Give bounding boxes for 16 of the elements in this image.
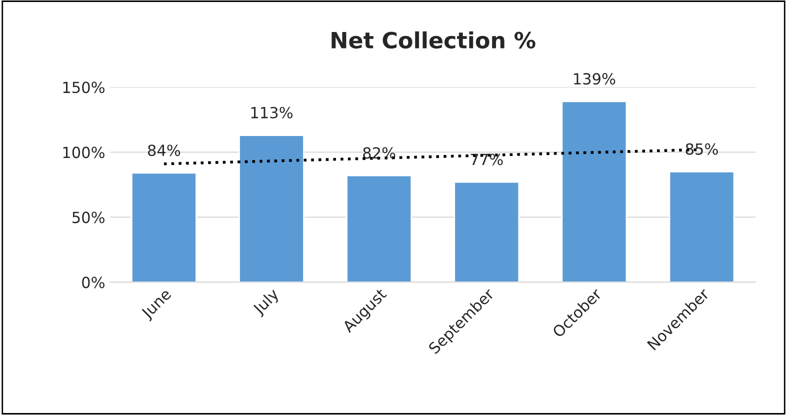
bar (561, 100, 628, 282)
data-label: 139% (574, 73, 616, 85)
y-tick-label: 0% (82, 276, 104, 288)
y-tick-label: 150% (63, 82, 104, 94)
bar (130, 172, 197, 282)
bar (668, 170, 735, 282)
y-tick-label: 50% (72, 212, 104, 224)
bar (238, 134, 304, 282)
bar (454, 181, 520, 282)
data-label: 113% (251, 106, 293, 118)
data-label: 85% (686, 143, 718, 155)
data-label: 77% (470, 154, 503, 166)
chart-title: Net Collection % (332, 31, 536, 49)
bar (346, 174, 412, 282)
data-label: 84% (148, 144, 180, 156)
y-tick-label: 100% (63, 146, 104, 158)
